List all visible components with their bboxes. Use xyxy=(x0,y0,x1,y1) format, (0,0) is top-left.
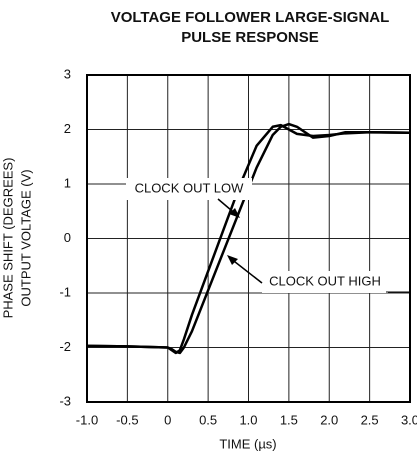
x-tick-label: 1.5 xyxy=(280,412,298,427)
x-tick-label: 3.0 xyxy=(401,412,417,427)
y-axis-label: OUTPUT VOLTAGE (V) xyxy=(18,169,33,306)
arrow-head xyxy=(229,208,240,218)
y-tick-label: 1 xyxy=(64,175,71,190)
label-bg xyxy=(262,271,388,293)
chart-title: VOLTAGE FOLLOWER LARGE-SIGNAL xyxy=(111,9,390,26)
plot xyxy=(86,74,411,403)
x-tick-label: -1.0 xyxy=(76,412,98,427)
chart-title: PULSE RESPONSE xyxy=(181,29,319,46)
x-tick-label: 0 xyxy=(164,412,171,427)
arrow-head xyxy=(227,255,238,265)
label-bg xyxy=(126,178,252,200)
x-tick-label: -0.5 xyxy=(116,412,138,427)
x-tick-label: 1.0 xyxy=(239,412,257,427)
x-tick-label: 0.5 xyxy=(199,412,217,427)
y-tick-label: 2 xyxy=(64,121,71,136)
y-tick-label: 3 xyxy=(64,66,71,81)
y-tick-label: -2 xyxy=(59,339,71,354)
plot-frame xyxy=(86,74,411,403)
y-axis-label-behind: PHASE SHIFT (DEGREES) xyxy=(0,158,15,319)
x-axis-label: TIME (µs) xyxy=(219,436,276,451)
annotation: CLOCK OUT HIGH xyxy=(269,273,381,288)
y-tick-label: -1 xyxy=(59,284,71,299)
y-tick-label: 0 xyxy=(64,230,71,245)
annotation: CLOCK OUT LOW xyxy=(135,180,245,195)
series-line xyxy=(86,122,411,355)
y-tick-label: -3 xyxy=(59,393,71,408)
x-tick-label: 2.0 xyxy=(320,412,338,427)
x-tick-label: 2.5 xyxy=(361,412,379,427)
arrow-line xyxy=(229,257,263,284)
